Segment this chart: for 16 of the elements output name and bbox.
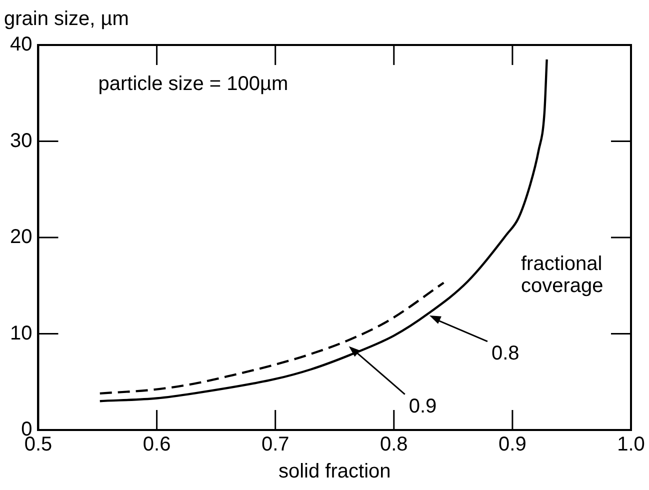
annotation: 0.8 [491,342,520,364]
x-tick-label: 0.7 [261,434,290,456]
x-tick-label: 1.0 [617,434,645,456]
line-series [98,282,445,395]
annotation: particle size = 100µm [98,73,288,95]
y-tick-label: 40 [10,34,32,56]
x-tick-label: 0.6 [142,434,171,456]
y-tick-label: 30 [10,130,32,152]
y-tick-label: 20 [10,226,32,248]
x-tick-label: 0.9 [498,434,526,456]
x-tick-label: 0.8 [380,434,408,456]
annotation: 0.9 [408,395,437,418]
annotation: fractional coverage [521,253,604,297]
y-tick-label: 10 [10,322,32,344]
x-axis-title: solid fraction [278,460,391,483]
y-axis-title: grain size, µm [4,8,129,30]
